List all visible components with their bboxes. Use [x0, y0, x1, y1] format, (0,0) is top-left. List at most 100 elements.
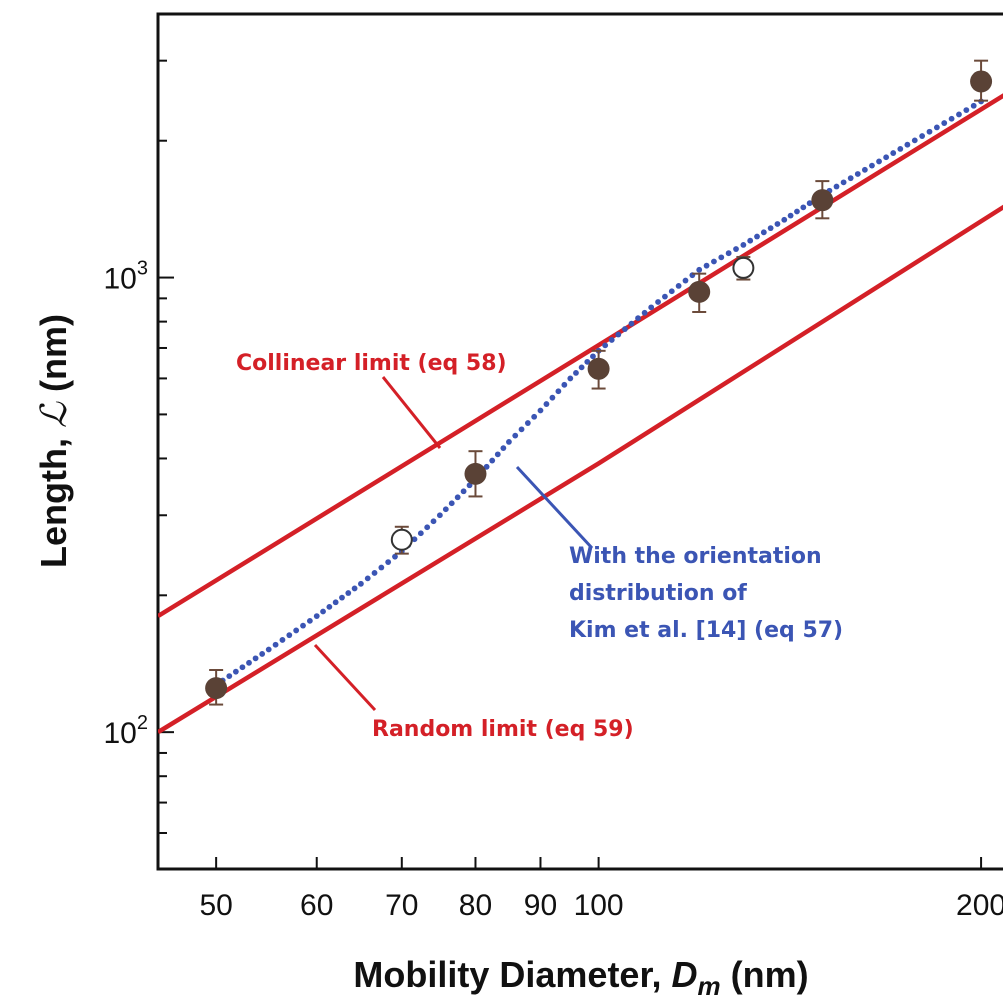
- orientation-curve-dot: [904, 141, 911, 148]
- orientation-curve-dot: [662, 293, 668, 300]
- orientation-curve-dot: [543, 401, 550, 407]
- orientation-curve-dot: [847, 175, 854, 182]
- orientation-leader-line: [515, 465, 594, 550]
- orientation-curve-dot: [963, 107, 970, 114]
- orientation-curve-dot: [781, 216, 788, 223]
- marker-filled: [205, 677, 228, 700]
- orientation-curve-dot: [239, 664, 246, 671]
- orientation-curve-dot: [675, 283, 682, 289]
- y-axis-title: Length, ℒ (nm): [33, 314, 75, 568]
- orientation-curve-dot: [436, 512, 443, 519]
- orientation-curve-dot: [313, 613, 320, 620]
- orientation-curve-dot: [833, 183, 840, 190]
- orientation-curve-dot: [454, 494, 461, 501]
- random-limit-label: Random limit (eq 59): [372, 717, 634, 742]
- orientation-curve-dot: [911, 137, 918, 144]
- orientation-curve-dot: [512, 432, 519, 439]
- orientation-curve-dot: [417, 530, 424, 537]
- orientation-curve-dot: [232, 668, 239, 675]
- random-leader-line: [313, 643, 377, 712]
- orientation-label-line: distribution of: [569, 581, 747, 606]
- orientation-curve-dot: [537, 407, 544, 414]
- orientation-curve-dot: [682, 277, 689, 284]
- orientation-curve-dot: [840, 179, 847, 186]
- orientation-curve-dot: [518, 426, 525, 433]
- orientation-curve-dot: [615, 331, 622, 338]
- orientation-curve-dot: [483, 463, 490, 470]
- orientation-curve-dot: [506, 439, 512, 445]
- orientation-curve-dot: [306, 617, 313, 624]
- orientation-label-line: Kim et al. [14] (eq 57): [569, 618, 843, 643]
- orientation-curve-dot: [259, 651, 266, 657]
- limit-line: [158, 204, 1003, 735]
- orientation-curve-dot: [252, 655, 259, 662]
- orientation-curve-dot: [622, 326, 628, 332]
- orientation-curve-dot: [608, 337, 615, 343]
- marker-filled: [970, 70, 993, 93]
- tick-labels: 50 60 70 80 90 100 200 102 103: [104, 258, 1003, 922]
- axis-ticks: [158, 59, 983, 869]
- orientation-curve-dot: [747, 237, 754, 244]
- marker-filled: [688, 280, 711, 303]
- x-tick-label: 90: [524, 889, 557, 922]
- y-tick-label: 103: [104, 258, 149, 296]
- orientation-curve-dot: [933, 124, 940, 131]
- orientation-curve-dot: [760, 229, 767, 236]
- collinear-leader-line: [381, 376, 442, 449]
- x-tick-label: 70: [385, 889, 418, 922]
- data-point-filled: [587, 349, 610, 390]
- orientation-curve-dot: [385, 559, 392, 566]
- orientation-curve-dot: [265, 646, 272, 653]
- orientation-curve-dot: [345, 590, 352, 596]
- data-point-filled: [970, 59, 993, 102]
- orientation-curve-dot: [602, 342, 609, 349]
- orientation-curve-dot: [970, 102, 977, 109]
- orientation-curve-dot: [320, 608, 326, 615]
- orientation-curve-dot: [754, 233, 760, 240]
- orientation-curve-dot: [890, 150, 897, 156]
- x-tick-label: 50: [199, 889, 232, 922]
- series-layer: [158, 93, 1003, 735]
- orientation-curve-dot: [740, 241, 747, 248]
- marker-open: [732, 256, 755, 279]
- orientation-curve-dot: [941, 120, 948, 126]
- orientation-curve-dot: [696, 266, 703, 273]
- orientation-curve-dot: [561, 381, 568, 388]
- orientation-curve-dot: [956, 111, 962, 118]
- orientation-curve-dot: [448, 500, 455, 507]
- orientation-curve-dot: [279, 637, 286, 643]
- orientation-curve-dot: [711, 258, 717, 265]
- orientation-curve-dot: [549, 394, 556, 401]
- plot-frame: [156, 12, 1003, 871]
- orientation-curve-dot: [733, 246, 739, 252]
- orientation-curve-dot: [635, 315, 641, 322]
- data-point-filled: [688, 272, 711, 313]
- orientation-curve-dot: [226, 673, 233, 679]
- orientation-curve-dot: [883, 154, 890, 161]
- orientation-curve-dot: [411, 536, 418, 543]
- orientation-curve-dot: [460, 488, 467, 495]
- limit-line: [158, 93, 1003, 619]
- orientation-curve-dot: [703, 262, 710, 269]
- orientation-curve-dot: [718, 254, 725, 261]
- orientation-curve-dot: [494, 451, 501, 458]
- marker-filled: [811, 189, 834, 212]
- marker-filled: [587, 357, 610, 380]
- orientation-curve-dot: [948, 115, 955, 122]
- orientation-curve-dot: [767, 225, 774, 232]
- orientation-curve-dot: [648, 304, 655, 311]
- markers-layer: [205, 59, 993, 706]
- orientation-curve-dot: [854, 171, 861, 177]
- data-point-filled: [811, 180, 834, 220]
- data-point-open: [390, 525, 413, 555]
- orientation-curve-dot: [293, 627, 300, 634]
- orientation-label-line: With the orientation: [569, 544, 822, 569]
- orientation-curve-dot: [424, 524, 431, 531]
- orientation-curve-dot: [590, 353, 596, 360]
- marker-open: [390, 528, 413, 551]
- orientation-curve-dot: [774, 221, 781, 227]
- orientation-curve-dot: [489, 457, 496, 464]
- orientation-curve-dot: [286, 632, 293, 639]
- x-tick-label: 100: [574, 889, 624, 922]
